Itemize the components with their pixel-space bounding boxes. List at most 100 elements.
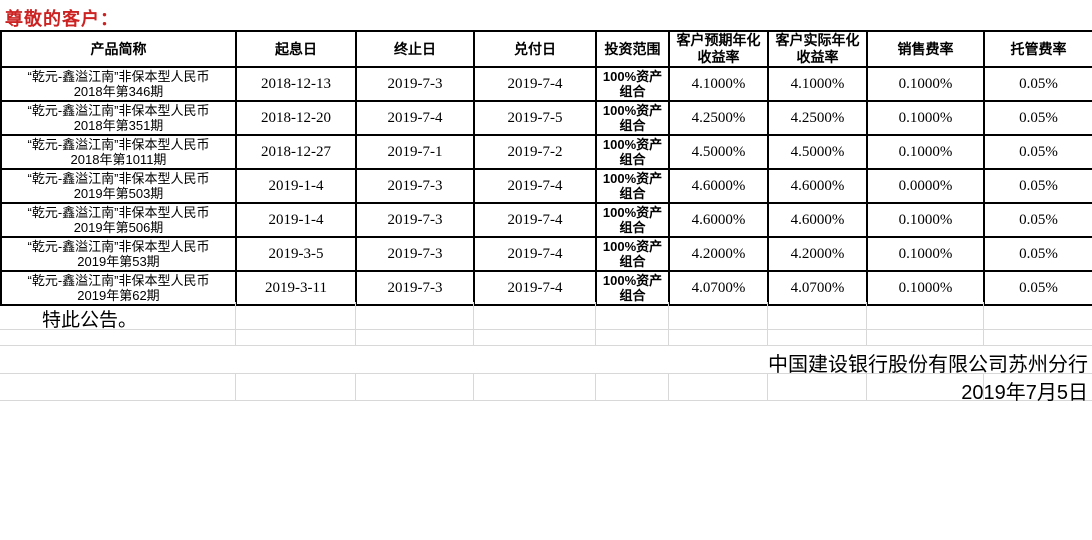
actual-rate-cell: 4.6000% <box>767 202 868 238</box>
table-row: “乾元-鑫溢江南”非保本型人民币 2019年第503期 2019-1-4 201… <box>0 168 1092 204</box>
grid-line <box>595 302 596 345</box>
start-date-cell: 2019-3-5 <box>235 236 357 272</box>
actual-rate-cell: 4.0700% <box>767 270 868 306</box>
scope-cell: 100%资产 组合 <box>595 202 670 238</box>
pay-date-cell: 2019-7-4 <box>473 202 597 238</box>
start-date-cell: 2019-1-4 <box>235 202 357 238</box>
end-date-cell: 2019-7-1 <box>355 134 475 170</box>
custody-fee-cell: 0.05% <box>983 202 1092 238</box>
actual-rate-cell: 4.2500% <box>767 100 868 136</box>
custody-fee-cell: 0.05% <box>983 66 1092 102</box>
pay-date-cell: 2019-7-4 <box>473 66 597 102</box>
custody-fee-cell: 0.05% <box>983 100 1092 136</box>
end-date-cell: 2019-7-3 <box>355 236 475 272</box>
table-row: “乾元-鑫溢江南”非保本型人民币 2019年第53期 2019-3-5 2019… <box>0 236 1092 272</box>
grid-line <box>0 373 1092 374</box>
grid-line <box>866 302 867 345</box>
sales-fee-cell: 0.1000% <box>866 236 985 272</box>
pay-date-cell: 2019-7-4 <box>473 236 597 272</box>
scope-cell: 100%资产 组合 <box>595 100 670 136</box>
table-row: “乾元-鑫溢江南”非保本型人民币 2018年第1011期 2018-12-27 … <box>0 134 1092 170</box>
pay-date-cell: 2019-7-2 <box>473 134 597 170</box>
col-header-expected-rate: 客户预期年化 收益率 <box>668 30 769 68</box>
end-date-cell: 2019-7-3 <box>355 168 475 204</box>
col-header-end-date: 终止日 <box>355 30 475 68</box>
table-row: “乾元-鑫溢江南”非保本型人民币 2018年第346期 2018-12-13 2… <box>0 66 1092 102</box>
expected-rate-cell: 4.6000% <box>668 202 769 238</box>
col-header-custody-fee: 托管费率 <box>983 30 1092 68</box>
custody-fee-cell: 0.05% <box>983 134 1092 170</box>
product-name-cell: “乾元-鑫溢江南”非保本型人民币 2018年第351期 <box>0 100 237 136</box>
pay-date-cell: 2019-7-4 <box>473 168 597 204</box>
col-header-scope: 投资范围 <box>595 30 670 68</box>
expected-rate-cell: 4.0700% <box>668 270 769 306</box>
custody-fee-cell: 0.05% <box>983 270 1092 306</box>
expected-rate-cell: 4.5000% <box>668 134 769 170</box>
col-header-actual-rate: 客户实际年化 收益率 <box>767 30 868 68</box>
grid-line <box>235 373 236 400</box>
col-header-start-date: 起息日 <box>235 30 357 68</box>
product-name-cell: “乾元-鑫溢江南”非保本型人民币 2019年第62期 <box>0 270 237 306</box>
scope-cell: 100%资产 组合 <box>595 134 670 170</box>
start-date-cell: 2018-12-27 <box>235 134 357 170</box>
sales-fee-cell: 0.1000% <box>866 66 985 102</box>
grid-line <box>767 373 768 400</box>
product-name-cell: “乾元-鑫溢江南”非保本型人民币 2019年第503期 <box>0 168 237 204</box>
pay-date-cell: 2019-7-4 <box>473 270 597 306</box>
scope-cell: 100%资产 组合 <box>595 236 670 272</box>
grid-line <box>473 302 474 345</box>
expected-rate-cell: 4.6000% <box>668 168 769 204</box>
actual-rate-cell: 4.2000% <box>767 236 868 272</box>
actual-rate-cell: 4.5000% <box>767 134 868 170</box>
grid-line <box>355 302 356 345</box>
end-date-cell: 2019-7-3 <box>355 202 475 238</box>
grid-line <box>668 302 669 345</box>
col-header-product-name: 产品简称 <box>0 30 237 68</box>
end-date-cell: 2019-7-3 <box>355 66 475 102</box>
start-date-cell: 2018-12-13 <box>235 66 357 102</box>
expected-rate-cell: 4.2500% <box>668 100 769 136</box>
grid-line <box>473 373 474 400</box>
pay-date-cell: 2019-7-5 <box>473 100 597 136</box>
products-table: 产品简称 起息日 终止日 兑付日 投资范围 客户预期年化 收益率 客户实际年化 … <box>0 30 1092 306</box>
sales-fee-cell: 0.1000% <box>866 270 985 306</box>
expected-rate-cell: 4.2000% <box>668 236 769 272</box>
grid-line <box>983 302 984 345</box>
actual-rate-cell: 4.6000% <box>767 168 868 204</box>
grid-line <box>668 373 669 400</box>
greeting-text: 尊敬的客户： <box>5 9 119 29</box>
scope-cell: 100%资产 组合 <box>595 270 670 306</box>
grid-line <box>983 373 984 400</box>
grid-line <box>866 373 867 400</box>
col-header-pay-date: 兑付日 <box>473 30 597 68</box>
grid-line <box>0 345 1092 346</box>
end-date-cell: 2019-7-3 <box>355 270 475 306</box>
grid-line <box>767 302 768 345</box>
product-name-cell: “乾元-鑫溢江南”非保本型人民币 2019年第506期 <box>0 202 237 238</box>
start-date-cell: 2019-1-4 <box>235 168 357 204</box>
table-row: “乾元-鑫溢江南”非保本型人民币 2019年第62期 2019-3-11 201… <box>0 270 1092 306</box>
grid-line <box>235 302 236 345</box>
grid-line <box>0 400 1092 401</box>
start-date-cell: 2018-12-20 <box>235 100 357 136</box>
grid-line <box>0 329 1092 330</box>
grid-line <box>595 373 596 400</box>
scope-cell: 100%资产 组合 <box>595 168 670 204</box>
sales-fee-cell: 0.1000% <box>866 134 985 170</box>
table-header-row: 产品简称 起息日 终止日 兑付日 投资范围 客户预期年化 收益率 客户实际年化 … <box>0 30 1092 68</box>
product-name-cell: “乾元-鑫溢江南”非保本型人民币 2019年第53期 <box>0 236 237 272</box>
sales-fee-cell: 0.1000% <box>866 100 985 136</box>
issuer-signature: 中国建设银行股份有限公司苏州分行 <box>768 354 1088 376</box>
expected-rate-cell: 4.1000% <box>668 66 769 102</box>
product-name-cell: “乾元-鑫溢江南”非保本型人民币 2018年第346期 <box>0 66 237 102</box>
grid-line <box>355 373 356 400</box>
sales-fee-cell: 0.0000% <box>866 168 985 204</box>
announcement-text: 特此公告。 <box>42 310 138 331</box>
end-date-cell: 2019-7-4 <box>355 100 475 136</box>
product-name-cell: “乾元-鑫溢江南”非保本型人民币 2018年第1011期 <box>0 134 237 170</box>
start-date-cell: 2019-3-11 <box>235 270 357 306</box>
sales-fee-cell: 0.1000% <box>866 202 985 238</box>
custody-fee-cell: 0.05% <box>983 168 1092 204</box>
signature-date: 2019年7月5日 <box>961 382 1088 404</box>
